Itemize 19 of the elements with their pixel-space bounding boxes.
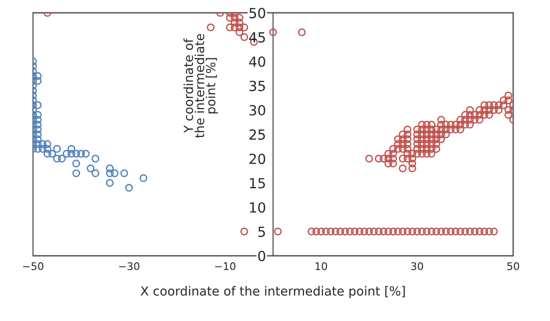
- x-tick-label: 10: [316, 262, 328, 270]
- y-tick-label: 45: [249, 32, 265, 43]
- y-axis-title: Y coordinate of the intermediate point [%]: [183, 34, 218, 138]
- y-tick-label: 0: [258, 250, 266, 262]
- y-tick-label: 30: [250, 105, 266, 116]
- x-tick-label: 30: [411, 262, 424, 270]
- x-tick-label: −10: [215, 262, 236, 270]
- y-tick-label: 15: [250, 178, 265, 188]
- y-tick-label: 5: [258, 226, 265, 238]
- y-tick-label: 40: [249, 56, 266, 67]
- x-tick-label: −30: [119, 262, 140, 270]
- x-tick-label: −50: [23, 262, 44, 270]
- x-axis-title: X coordinate of the intermediate point [%]: [140, 286, 405, 298]
- y-tick-label: 25: [249, 129, 265, 140]
- y-tick-label: 20: [249, 154, 266, 164]
- y-tick-label: 35: [250, 80, 265, 92]
- y-tick-label: 50: [250, 8, 266, 18]
- y-tick-label: 10: [250, 202, 266, 213]
- x-tick-label: 50: [507, 262, 520, 270]
